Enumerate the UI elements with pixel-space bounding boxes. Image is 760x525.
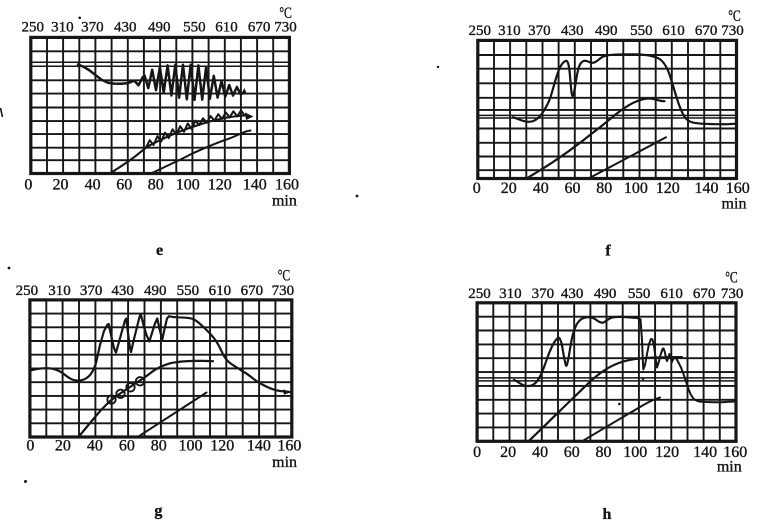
svg-text:80: 80 — [596, 444, 612, 461]
svg-text:g: g — [154, 503, 162, 520]
svg-text:250: 250 — [22, 19, 45, 35]
svg-text:430: 430 — [114, 19, 137, 35]
svg-text:min: min — [272, 192, 297, 209]
svg-text:490: 490 — [595, 23, 618, 39]
svg-text:430: 430 — [561, 23, 584, 39]
svg-text:°C: °C — [728, 8, 741, 25]
svg-text:120: 120 — [656, 180, 680, 197]
svg-text:0: 0 — [473, 444, 481, 461]
svg-text:490: 490 — [144, 283, 167, 299]
svg-text:°C: °C — [279, 5, 292, 22]
svg-text:310: 310 — [48, 283, 71, 299]
svg-text:120: 120 — [210, 438, 234, 455]
svg-text:550: 550 — [183, 19, 206, 35]
svg-text:550: 550 — [630, 23, 653, 39]
svg-text:610: 610 — [215, 19, 238, 35]
svg-text:°C: °C — [725, 270, 738, 287]
svg-text:250: 250 — [16, 283, 39, 299]
svg-text:310: 310 — [51, 19, 74, 35]
svg-text:100: 100 — [179, 438, 203, 455]
svg-text:100: 100 — [176, 176, 200, 193]
svg-text:100: 100 — [623, 444, 647, 461]
svg-text:f: f — [605, 242, 611, 259]
svg-text:730: 730 — [721, 286, 744, 302]
svg-text:550: 550 — [177, 283, 200, 299]
svg-text:430: 430 — [111, 283, 134, 299]
svg-text:60: 60 — [116, 176, 132, 193]
svg-text:490: 490 — [594, 286, 617, 302]
svg-text:730: 730 — [274, 19, 297, 35]
svg-text:670: 670 — [695, 23, 718, 39]
svg-text:20: 20 — [53, 176, 69, 193]
svg-text:370: 370 — [528, 23, 551, 39]
svg-text:120: 120 — [208, 176, 232, 193]
svg-text:370: 370 — [80, 283, 103, 299]
svg-text:40: 40 — [533, 180, 549, 197]
svg-text:min: min — [272, 454, 297, 471]
svg-text:20: 20 — [500, 444, 516, 461]
svg-text:40: 40 — [532, 444, 548, 461]
svg-text:610: 610 — [660, 286, 683, 302]
svg-text:730: 730 — [272, 283, 295, 299]
svg-text:490: 490 — [148, 19, 171, 35]
svg-text:140: 140 — [243, 176, 267, 193]
svg-text:730: 730 — [721, 23, 744, 39]
svg-text:370: 370 — [532, 286, 555, 302]
svg-text:h: h — [602, 506, 611, 523]
svg-text:430: 430 — [561, 286, 584, 302]
svg-text:310: 310 — [498, 23, 521, 39]
svg-text:60: 60 — [565, 180, 581, 197]
svg-text:40: 40 — [87, 438, 103, 455]
svg-text:140: 140 — [695, 180, 719, 197]
svg-text:80: 80 — [151, 438, 167, 455]
svg-text:60: 60 — [119, 438, 135, 455]
svg-text:0: 0 — [24, 176, 32, 193]
svg-text:610: 610 — [662, 23, 685, 39]
svg-text:0: 0 — [473, 180, 481, 197]
svg-text:80: 80 — [596, 180, 612, 197]
svg-text:250: 250 — [468, 286, 491, 302]
svg-text:310: 310 — [499, 286, 522, 302]
svg-text:140: 140 — [693, 444, 717, 461]
svg-text:160: 160 — [726, 180, 750, 197]
svg-text:160: 160 — [277, 438, 301, 455]
svg-text:140: 140 — [247, 438, 271, 455]
svg-text:370: 370 — [81, 19, 104, 35]
svg-text:min: min — [722, 196, 747, 213]
svg-text:120: 120 — [655, 444, 679, 461]
svg-text:min: min — [717, 458, 742, 475]
svg-text:20: 20 — [501, 180, 517, 197]
svg-text:e: e — [156, 242, 163, 259]
svg-text:80: 80 — [148, 176, 164, 193]
svg-text:160: 160 — [723, 444, 747, 461]
svg-text:550: 550 — [628, 286, 651, 302]
svg-text:670: 670 — [241, 283, 264, 299]
svg-text:250: 250 — [469, 23, 492, 39]
svg-text:20: 20 — [55, 438, 71, 455]
svg-text:670: 670 — [248, 19, 271, 35]
svg-text:160: 160 — [275, 176, 299, 193]
svg-text:100: 100 — [624, 180, 648, 197]
svg-text:60: 60 — [564, 444, 580, 461]
svg-text:40: 40 — [85, 176, 101, 193]
svg-text:610: 610 — [209, 283, 232, 299]
svg-text:°C: °C — [278, 268, 291, 285]
svg-text:670: 670 — [693, 286, 716, 302]
svg-text:0: 0 — [26, 438, 34, 455]
